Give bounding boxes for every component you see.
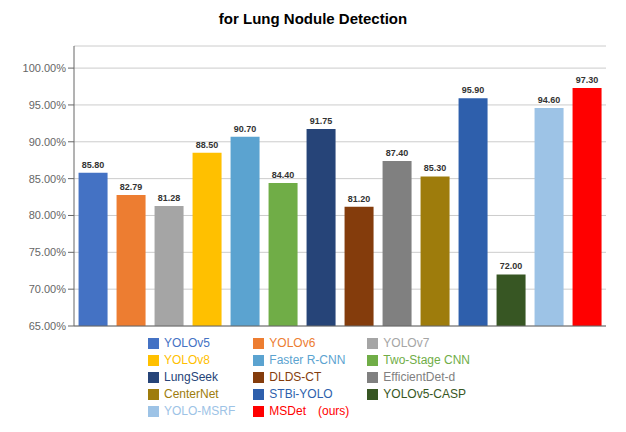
html-text:YOLOv6: YOLOv6	[269, 336, 316, 350]
html-text:YOLOv5-CASP: YOLOv5-CASP	[383, 387, 466, 401]
html-text:LungSeek: LungSeek	[164, 370, 218, 384]
svg-text:81.20: 81.20	[348, 194, 371, 204]
html-text:STBi-YOLO: STBi-YOLO	[269, 387, 333, 401]
svg-text:95.90: 95.90	[462, 85, 485, 95]
svg-text:94.60: 94.60	[538, 95, 561, 105]
html-text:Faster R-CNN: Faster R-CNN	[269, 353, 346, 367]
html-text:for Lung Nodule Detection: for Lung Nodule Detection	[218, 10, 408, 27]
svg-text:85.80: 85.80	[82, 160, 105, 170]
svg-text:80.00%: 80.00%	[29, 209, 67, 221]
html-text:YOLOv7: YOLOv7	[383, 336, 430, 350]
svg-text:87.40: 87.40	[386, 148, 409, 158]
svg-text:90.00%: 90.00%	[29, 136, 67, 148]
svg-text:81.28: 81.28	[158, 193, 181, 203]
html-text:EfficientDet-d: EfficientDet-d	[383, 370, 456, 384]
svg-text:88.50: 88.50	[196, 140, 219, 150]
html-text:DLDS-CT: DLDS-CT	[269, 370, 322, 384]
svg-text:82.79: 82.79	[120, 182, 143, 192]
svg-text:65.00%: 65.00%	[29, 320, 67, 332]
html-text:Two-Stage CNN: Two-Stage CNN	[383, 353, 470, 367]
html-text:YOLOv5: YOLOv5	[164, 336, 210, 350]
svg-text:85.00%: 85.00%	[29, 173, 67, 185]
svg-text:97.30: 97.30	[576, 75, 599, 85]
html-text:YOLO-MSRF: YOLO-MSRF	[164, 404, 236, 418]
svg-text:70.00%: 70.00%	[29, 283, 67, 295]
html-text:YOLOv8: YOLOv8	[164, 353, 210, 367]
svg-text:90.70: 90.70	[234, 124, 257, 134]
svg-text:75.00%: 75.00%	[29, 246, 67, 258]
svg-text:95.00%: 95.00%	[29, 99, 67, 111]
svg-text:100.00%: 100.00%	[23, 62, 67, 74]
svg-text:84.40: 84.40	[272, 170, 295, 180]
html-text:CenterNet: CenterNet	[164, 387, 219, 401]
svg-text:91.75: 91.75	[310, 116, 333, 126]
svg-text:72.00: 72.00	[500, 261, 523, 271]
html-text:MSDet (ours): MSDet (ours)	[269, 404, 350, 418]
svg-text:85.30: 85.30	[424, 163, 447, 173]
